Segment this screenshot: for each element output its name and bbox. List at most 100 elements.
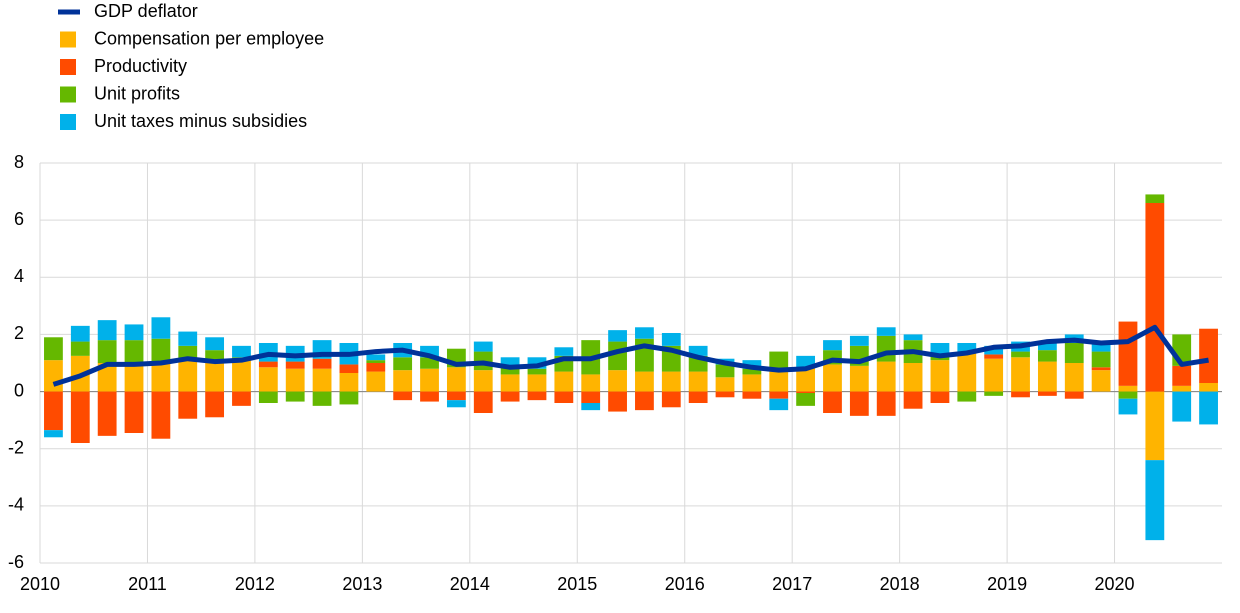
bar: [769, 371, 789, 392]
bar: [44, 391, 63, 431]
legend-marker: [60, 114, 76, 130]
x-tick-label: 2011: [128, 574, 167, 594]
bar: [285, 391, 305, 402]
bar: [178, 345, 198, 361]
bar: [527, 374, 547, 392]
bar: [232, 345, 251, 358]
legend-label: Compensation per employee: [94, 28, 324, 48]
bar: [70, 325, 90, 342]
bar: [1145, 194, 1165, 203]
bar: [527, 391, 547, 401]
bar: [366, 371, 386, 392]
bar: [312, 368, 332, 392]
bar: [608, 370, 627, 392]
x-tick-label: 2016: [665, 574, 705, 594]
bar: [957, 353, 977, 392]
legend-label: GDP deflator: [94, 1, 198, 21]
x-tick-label: 2017: [772, 574, 812, 594]
bar: [97, 363, 117, 392]
bar: [635, 327, 654, 339]
bar: [769, 391, 789, 399]
bar: [876, 361, 896, 392]
bar: [742, 360, 762, 369]
bar: [285, 361, 305, 369]
x-tick-label: 2010: [20, 574, 60, 594]
bar: [1172, 385, 1192, 392]
bar: [500, 391, 520, 402]
bar: [796, 355, 816, 368]
bar: [473, 370, 493, 392]
bar: [473, 341, 493, 352]
y-tick-label: -2: [8, 437, 24, 457]
bar: [715, 377, 735, 392]
bar: [1037, 350, 1057, 362]
bar: [984, 358, 1004, 392]
bar: [70, 341, 90, 356]
bar: [1145, 460, 1165, 541]
bar: [420, 345, 439, 358]
y-tick-label: 0: [14, 380, 24, 400]
bar: [420, 357, 439, 369]
bar: [446, 391, 466, 401]
bar: [554, 371, 574, 392]
y-tick-label: 8: [14, 152, 24, 172]
bar: [930, 391, 950, 403]
bar: [876, 327, 896, 336]
bar: [285, 368, 305, 392]
bar: [527, 357, 547, 369]
bar: [823, 391, 842, 413]
x-tick-label: 2013: [342, 574, 382, 594]
bar: [849, 365, 869, 392]
bar: [1037, 391, 1057, 396]
bar: [823, 340, 842, 351]
bar: [258, 367, 278, 392]
bar: [796, 391, 816, 393]
x-tick-label: 2014: [450, 574, 490, 594]
bar: [661, 391, 681, 408]
bar: [70, 391, 90, 443]
bar: [715, 364, 735, 378]
bar: [446, 367, 466, 392]
bar: [849, 391, 869, 416]
bar: [178, 360, 198, 392]
bar: [1091, 370, 1111, 392]
bar: [500, 357, 520, 368]
bar: [1064, 343, 1084, 363]
bar: [581, 391, 601, 403]
bar: [1091, 343, 1111, 352]
bar: [1172, 391, 1192, 422]
bar: [312, 391, 332, 406]
bar: [930, 360, 950, 392]
bar: [500, 367, 520, 375]
bar: [339, 391, 359, 405]
bar: [232, 360, 251, 392]
bar: [581, 403, 601, 411]
bar: [688, 345, 708, 356]
bar: [178, 391, 198, 419]
legend-marker: [60, 59, 76, 75]
bar: [957, 343, 977, 353]
x-tick-label: 2012: [235, 574, 275, 594]
bar: [769, 398, 789, 411]
legend-marker: [60, 31, 76, 48]
bar: [608, 391, 627, 412]
bar: [688, 391, 708, 403]
bar: [1037, 361, 1057, 392]
bar: [930, 343, 950, 355]
bar: [124, 363, 144, 392]
x-tick-label: 2020: [1095, 574, 1135, 594]
bar: [661, 333, 681, 346]
bar: [205, 337, 225, 351]
bar: [1118, 385, 1138, 392]
bar: [97, 320, 117, 341]
legend-label: Unit taxes minus subsidies: [94, 111, 307, 131]
bar: [1064, 391, 1084, 399]
bar: [124, 324, 144, 341]
bar: [1037, 341, 1057, 351]
bar: [393, 370, 413, 392]
bar: [205, 391, 225, 418]
bar: [1091, 351, 1111, 368]
bar: [258, 361, 278, 368]
bar: [796, 367, 816, 392]
y-tick-label: 6: [14, 209, 24, 229]
